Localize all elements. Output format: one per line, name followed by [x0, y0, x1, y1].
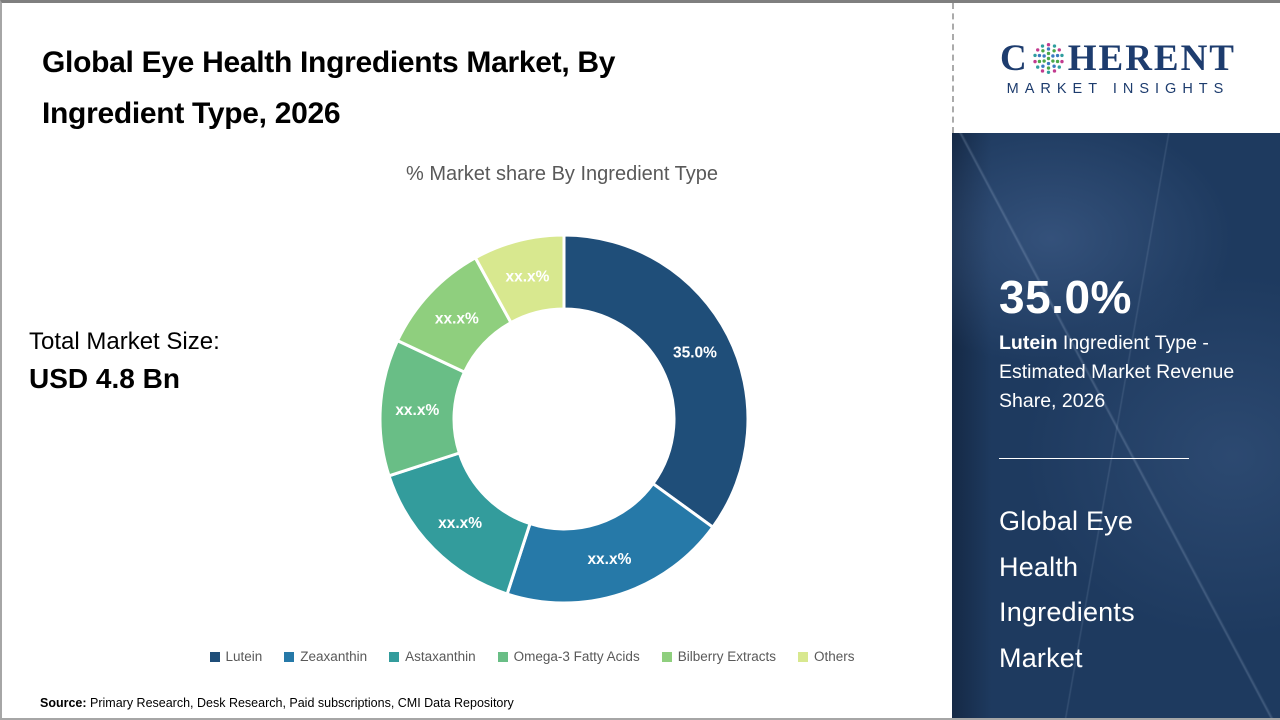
- legend-swatch: [284, 651, 295, 662]
- brand-logo: C HERENT MARKET INSIGHTS: [952, 3, 1280, 133]
- legend-label: Bilberry Extracts: [677, 649, 776, 664]
- donut-slice-lutein: [562, 233, 750, 529]
- legend-swatch: [209, 651, 220, 662]
- coherent-globe-icon: [1033, 42, 1064, 75]
- brand-wordmark: C HERENT: [1000, 37, 1236, 79]
- donut-chart: 35.0% xx.x% xx.x% xx.x% xx.x% xx.x%: [378, 233, 750, 605]
- slice-label-omega-3-fatty-acids: xx.x%: [395, 402, 439, 419]
- sidebar-divider: [999, 458, 1189, 459]
- legend-label: Lutein: [225, 649, 263, 664]
- legend-item-bilberry-extracts: Bilberry Extracts: [661, 649, 776, 664]
- chart-legend: Lutein Zeaxanthin Astaxanthin Omega-3 Fatty…: [112, 649, 952, 664]
- source-text: Primary Research, Desk Research, Paid su…: [86, 696, 514, 710]
- legend-label: Astaxanthin: [405, 649, 476, 664]
- main-area: Global Eye Health Ingredients Market, By…: [2, 3, 952, 718]
- legend-swatch: [797, 651, 808, 662]
- legend-swatch: [497, 651, 508, 662]
- slice-label-bilberry-extracts: xx.x%: [435, 310, 479, 327]
- total-market-label: Total Market Size:: [29, 328, 220, 355]
- slice-label-others: xx.x%: [505, 269, 549, 286]
- legend-label: Zeaxanthin: [300, 649, 368, 664]
- right-column: C HERENT MARKET INSIGHTS 35.0% Lutein In…: [952, 3, 1280, 718]
- slice-label-lutein: 35.0%: [673, 344, 717, 361]
- brand-letter-c: C: [1000, 37, 1029, 79]
- total-market-size: Total Market Size: USD 4.8 Bn: [29, 325, 220, 399]
- page-title-line2: Ingredient Type, 2026: [42, 97, 341, 130]
- donut-slice-zeaxanthin: [505, 482, 715, 605]
- legend-item-others: Others: [797, 649, 855, 664]
- slice-label-zeaxanthin: xx.x%: [587, 551, 631, 568]
- source-note: Source: Primary Research, Desk Research,…: [40, 696, 514, 710]
- donut-slice-others: [473, 233, 566, 325]
- donut-chart-container: 35.0% xx.x% xx.x% xx.x% xx.x% xx.x%: [374, 229, 754, 609]
- page-title-line1: Global Eye Health Ingredients Market, By: [42, 46, 616, 79]
- highlight-stat-description: Lutein Ingredient Type - Estimated Marke…: [999, 329, 1239, 416]
- chart-title: % Market share By Ingredient Type: [405, 163, 718, 185]
- legend-label: Others: [813, 649, 855, 664]
- brand-letters-herent: HERENT: [1067, 37, 1236, 79]
- slice-label-astaxanthin: xx.x%: [438, 515, 482, 532]
- highlight-stat-segment: Lutein: [999, 332, 1058, 354]
- highlight-panel: 35.0% Lutein Ingredient Type - Estimated…: [952, 133, 1280, 718]
- legend-swatch: [389, 651, 400, 662]
- legend-label: Omega-3 Fatty Acids: [513, 649, 640, 664]
- legend-item-lutein: Lutein: [209, 649, 263, 664]
- legend-swatch: [661, 651, 672, 662]
- brand-tagline: MARKET INSIGHTS: [1006, 80, 1230, 97]
- legend-item-omega-3-fatty-acids: Omega-3 Fatty Acids: [497, 649, 640, 664]
- page-title: Global Eye Health Ingredients Market, By…: [42, 37, 882, 139]
- highlight-stat-rest: Ingredient Type - Estimated Market Reven…: [999, 332, 1235, 412]
- legend-item-zeaxanthin: Zeaxanthin: [284, 649, 367, 664]
- legend-item-astaxanthin: Astaxanthin: [389, 649, 476, 664]
- highlight-stat-value: 35.0%: [999, 271, 1132, 323]
- sidebar-market-name: Global Eye Health Ingredients Market: [999, 506, 1135, 673]
- total-market-value: USD 4.8 Bn: [29, 363, 180, 394]
- source-label: Source:: [40, 696, 87, 710]
